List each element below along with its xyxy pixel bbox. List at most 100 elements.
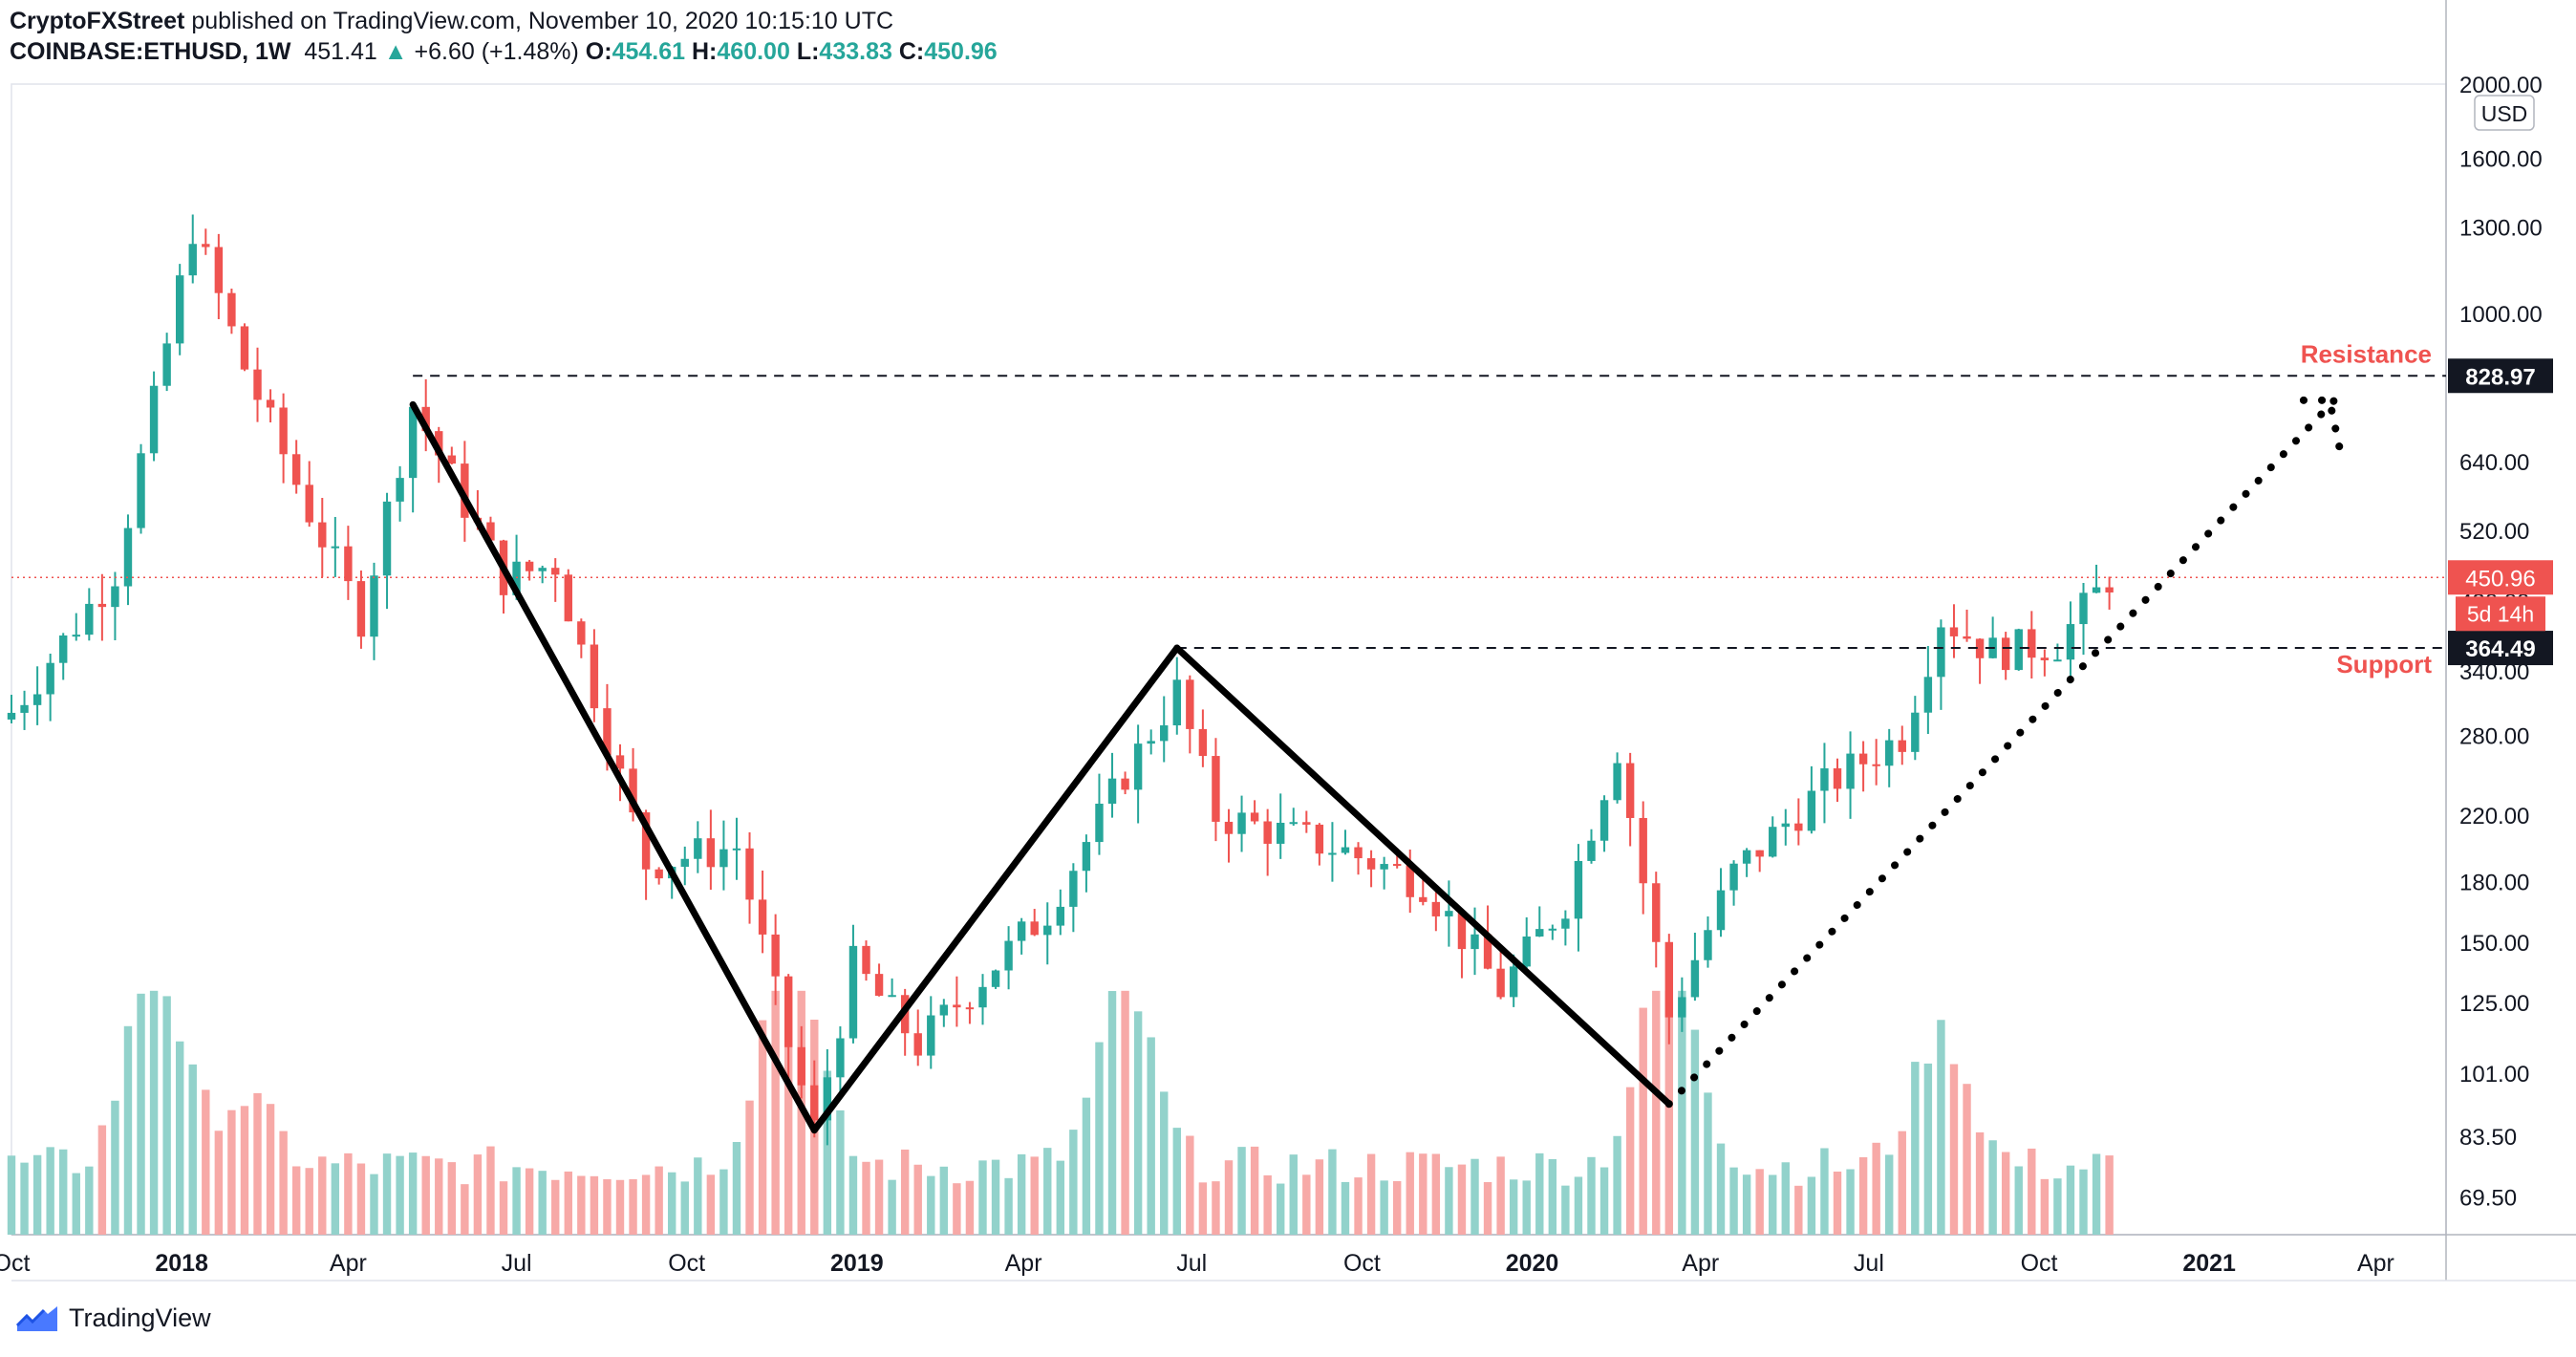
candle-body	[771, 934, 780, 977]
candle-body	[1107, 778, 1117, 805]
candle-body	[447, 455, 457, 464]
volume-bar	[1198, 1182, 1208, 1235]
volume-bar	[1885, 1154, 1894, 1235]
candle-body	[162, 343, 171, 386]
candle-body	[1366, 858, 1376, 870]
candle-body	[1794, 823, 1803, 831]
volume-bar	[1457, 1164, 1467, 1235]
x-tick-label: Apr	[2357, 1250, 2394, 1277]
candle-body	[72, 635, 80, 637]
last-price: 451.41	[304, 38, 377, 65]
candle-body	[2105, 587, 2114, 592]
candle-body	[1937, 627, 1945, 678]
candle-body	[874, 974, 884, 996]
symbol-label[interactable]: COINBASE:ETHUSD, 1W	[10, 38, 291, 65]
candle-body	[745, 848, 754, 900]
volume-bar	[888, 1179, 896, 1235]
candle-body	[862, 945, 870, 975]
candle-body	[1277, 822, 1285, 844]
level-label-resistance: Resistance	[2301, 339, 2432, 368]
volume-bar	[564, 1171, 572, 1235]
close-label: C:	[898, 38, 925, 65]
candle-body	[2040, 657, 2050, 660]
volume-bar	[1794, 1185, 1803, 1235]
candle-body	[1341, 847, 1350, 853]
candle-body	[2014, 629, 2023, 671]
y-tick-label: 83.50	[2459, 1125, 2517, 1151]
volume-bar	[1937, 1020, 1945, 1235]
volume-bar	[629, 1178, 637, 1235]
candle-body	[680, 858, 689, 868]
volume-bar	[331, 1163, 340, 1235]
candle-body	[2092, 587, 2101, 593]
y-tick-label: 640.00	[2459, 450, 2529, 476]
candle-body	[1212, 756, 1220, 822]
candle-body	[227, 292, 236, 327]
volume-bar	[1613, 1135, 1621, 1235]
volume-bar	[1678, 990, 1686, 1235]
volume-bar	[732, 1142, 741, 1235]
volume-bar	[1820, 1148, 1829, 1235]
currency-label: USD	[2481, 101, 2528, 126]
volume-bar	[1263, 1174, 1272, 1235]
volume-bar	[202, 1089, 210, 1235]
volume-bar	[1625, 1087, 1635, 1235]
candle-body	[461, 463, 469, 518]
volume-bar	[1949, 1064, 1959, 1235]
footer-brand[interactable]: TradingView	[15, 1303, 211, 1333]
candle-body	[1561, 918, 1570, 929]
volume-bar	[706, 1174, 716, 1235]
candle-body	[1069, 871, 1078, 907]
x-tick-label: 2018	[155, 1250, 208, 1277]
volume-bar	[668, 1172, 676, 1235]
volume-bar	[1107, 991, 1117, 1235]
author-name[interactable]: CryptoFXStreet	[10, 8, 185, 34]
candle-body	[382, 501, 392, 576]
volume-bar	[1082, 1097, 1091, 1235]
candle-body	[1911, 712, 1920, 752]
volume-bar	[473, 1154, 483, 1235]
x-tick-label: Oct	[2021, 1250, 2058, 1277]
candle-body	[59, 635, 68, 663]
volume-bar	[175, 1041, 184, 1235]
x-tick-label: 2021	[2182, 1250, 2236, 1277]
currency-badge	[2474, 95, 2535, 131]
y-tick-label: 1000.00	[2459, 302, 2543, 328]
volume-bar	[123, 1025, 133, 1235]
volume-bar	[1911, 1062, 1920, 1235]
volume-bar	[1237, 1147, 1246, 1235]
volume-bar	[939, 1166, 949, 1235]
candle-body	[719, 849, 728, 868]
candle-body	[1599, 800, 1609, 841]
y-tick-label: 101.00	[2459, 1062, 2529, 1088]
volume-bar	[1419, 1153, 1428, 1235]
volume-bar	[836, 1109, 845, 1235]
volume-bar	[1354, 1177, 1363, 1235]
volume-bar	[1599, 1167, 1609, 1235]
candle-body	[758, 899, 767, 935]
volume-bar	[758, 1020, 767, 1235]
volume-bar	[655, 1166, 663, 1235]
candle-body	[175, 275, 184, 344]
candle-body	[1172, 679, 1181, 726]
volume-bar	[1652, 990, 1661, 1235]
candle-body	[1678, 997, 1686, 1018]
volume-bar	[1729, 1167, 1738, 1235]
candle-body	[1949, 627, 1959, 636]
volume-bar	[214, 1131, 224, 1235]
volume-bar	[927, 1175, 935, 1235]
price-change: +6.60 (+1.48%)	[414, 38, 579, 65]
candle-body	[1625, 763, 1635, 818]
tradingview-logo-icon	[15, 1305, 57, 1331]
x-tick-label: Oct	[0, 1250, 30, 1277]
candle-body	[1755, 850, 1764, 857]
candle-body	[1898, 740, 1906, 752]
volume-bar	[137, 993, 145, 1235]
volume-bar	[848, 1155, 858, 1235]
candle-body	[305, 485, 313, 523]
volume-bar	[1056, 1160, 1065, 1235]
candle-body	[577, 621, 586, 645]
y-tick-label: 1300.00	[2459, 215, 2543, 241]
candle-body	[1147, 741, 1155, 744]
